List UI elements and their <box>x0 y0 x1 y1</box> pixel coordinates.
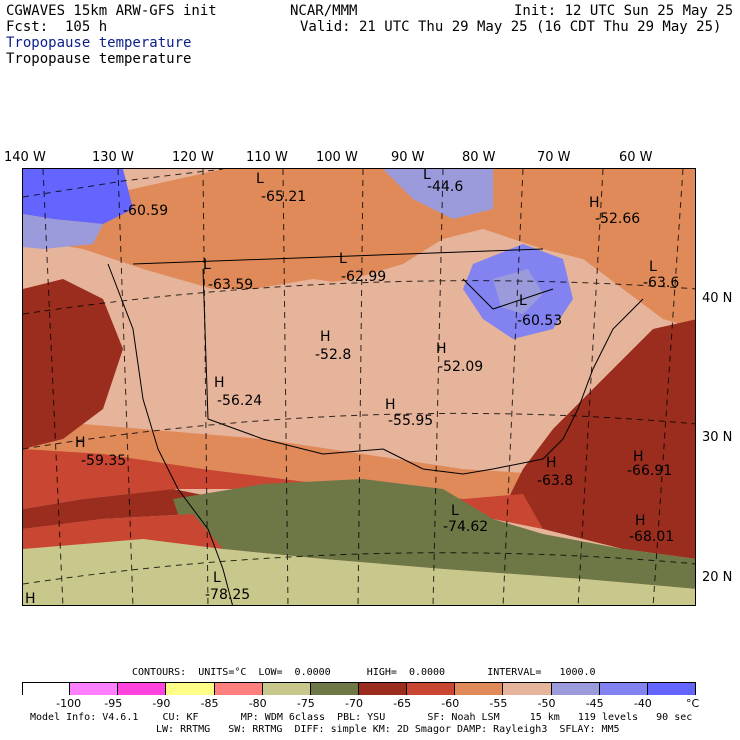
extremum-value: -52.09 <box>438 359 483 375</box>
extremum-letter: L <box>213 570 221 586</box>
extremum-letter: H <box>385 397 396 413</box>
model-info-line2: LW: RRTMG SW: RRTMG DIFF: simple KM: 2D … <box>156 724 620 735</box>
extremum-letter: H <box>635 513 646 529</box>
lon-label: 140 W <box>4 150 46 165</box>
lat-label: 40 N <box>702 291 733 306</box>
lon-label: 100 W <box>316 150 358 165</box>
lon-label: 110 W <box>246 150 288 165</box>
colorbar-label: -50 <box>537 697 556 710</box>
colorbar-swatch <box>599 683 648 695</box>
lon-label: 70 W <box>537 150 571 165</box>
map-canvas: L -65.21 L -44.6 -60.59 H -52.66 L -63.5… <box>23 169 695 606</box>
extremum-value: -63.8 <box>537 473 573 489</box>
lon-label: 130 W <box>92 150 134 165</box>
colorbar-swatch <box>70 683 119 695</box>
colorbar-swatch <box>407 683 456 695</box>
colorbar-label: -55 <box>489 697 508 710</box>
lon-label: 80 W <box>462 150 496 165</box>
colorbar-label: -60 <box>441 697 460 710</box>
colorbar-label: -40 <box>633 697 652 710</box>
colorbar-swatch <box>118 683 167 695</box>
lat-label: 30 N <box>702 430 733 445</box>
extremum-value: -74.62 <box>443 519 488 535</box>
extremum-value: -55.95 <box>388 413 433 429</box>
colorbar-swatch <box>551 683 600 695</box>
extremum-value: -63.59 <box>208 277 253 293</box>
extremum-value: -52.66 <box>595 211 640 227</box>
extremum-letter: L <box>451 503 459 519</box>
extremum-letter: H <box>589 195 600 211</box>
colorbar-label: -80 <box>248 697 267 710</box>
extremum-letter: L <box>203 257 211 273</box>
field-title: Tropopause temperature <box>6 51 192 67</box>
colorbar-label: °C <box>686 697 700 710</box>
extremum-value: -59.35 <box>81 453 126 469</box>
extremum-letter: H <box>633 449 644 465</box>
colorbar-swatch <box>455 683 504 695</box>
extremum-value: -66.91 <box>627 463 672 479</box>
extremum-value: -62.99 <box>341 269 386 285</box>
extremum-value: -63.6 <box>643 275 679 291</box>
lon-label: 120 W <box>172 150 214 165</box>
colorbar <box>22 682 696 695</box>
init-time: Init: 12 UTC Sun 25 May 25 <box>514 3 734 19</box>
lon-label: 60 W <box>619 150 653 165</box>
map-panel: L -65.21 L -44.6 -60.59 H -52.66 L -63.5… <box>22 168 696 606</box>
extremum-letter: L <box>256 171 264 187</box>
field-title-blue: Tropopause temperature <box>6 35 192 51</box>
colorbar-swatch <box>22 683 71 695</box>
extremum-value: -68.01 <box>629 529 674 545</box>
extremum-letter: H <box>320 329 331 345</box>
extremum-value: -44.6 <box>427 179 463 195</box>
extremum-value: -60.59 <box>123 203 168 219</box>
colorbar-label: -95 <box>104 697 123 710</box>
colorbar-swatch <box>503 683 552 695</box>
extremum-value: -65.21 <box>261 189 306 205</box>
extremum-letter: H <box>25 591 36 606</box>
colorbar-swatch <box>310 683 359 695</box>
model-title: CGWAVES 15km ARW-GFS init <box>6 3 217 19</box>
extremum-value: -60.53 <box>517 313 562 329</box>
colorbar-label: -65 <box>393 697 412 710</box>
colorbar-label: -70 <box>345 697 363 710</box>
colorbar-swatch <box>262 683 311 695</box>
extremum-letter: L <box>423 169 431 183</box>
model-info-line1: Model Info: V4.6.1 CU: KF MP: WDM 6class… <box>30 712 693 723</box>
extremum-letter: H <box>546 455 557 471</box>
extremum-letter: L <box>339 251 347 267</box>
extremum-letter: H <box>75 435 86 451</box>
lon-label: 90 W <box>391 150 425 165</box>
colorbar-swatch <box>214 683 263 695</box>
lat-label: 20 N <box>702 570 733 585</box>
colorbar-label: -75 <box>296 697 315 710</box>
extremum-letter: L <box>649 259 657 275</box>
colorbar-label: -85 <box>200 697 219 710</box>
forecast-hour: Fcst: 105 h <box>6 19 108 35</box>
extremum-letter: H <box>436 341 447 357</box>
colorbar-label: -100 <box>56 697 82 710</box>
extremum-value: -56.24 <box>217 393 262 409</box>
extremum-value: -52.8 <box>315 347 351 363</box>
contour-info: CONTOURS: UNITS=°C LOW= 0.0000 HIGH= 0.0… <box>132 667 596 678</box>
extremum-letter: H <box>214 375 225 391</box>
colorbar-swatch <box>359 683 408 695</box>
colorbar-label: -90 <box>152 697 171 710</box>
colorbar-swatch <box>166 683 215 695</box>
center-name: NCAR/MMM <box>290 3 358 19</box>
colorbar-label: -45 <box>585 697 604 710</box>
extremum-value: -78.25 <box>205 587 250 603</box>
valid-time: Valid: 21 UTC Thu 29 May 25 (16 CDT Thu … <box>300 19 722 35</box>
extremum-letter: L <box>519 293 527 309</box>
colorbar-swatch <box>647 683 696 695</box>
